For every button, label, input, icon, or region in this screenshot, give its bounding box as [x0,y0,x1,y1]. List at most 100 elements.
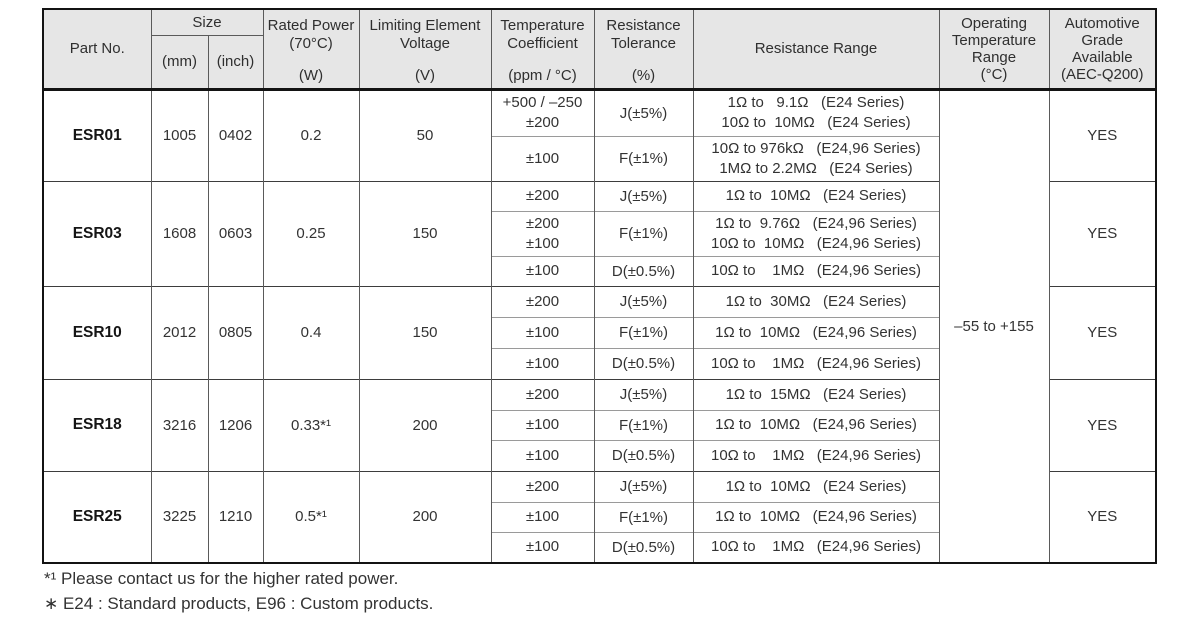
automotive-cell: YES [1048,378,1156,471]
size-mm-cell: 2012 [150,285,208,379]
header-operating-temp: Operating Temperature Range (°C) [938,8,1049,91]
header-size: Size [150,8,263,35]
part-no-cell: ESR03 [42,180,151,286]
size-mm-cell: 3225 [150,470,208,563]
tolerance-cell: J(±5%) [593,378,693,410]
temp-coefficient-cell: ±200 [490,285,594,317]
resistance-range-cell: 1Ω to 10MΩ (E24,96 Series) [692,409,939,440]
spec-row: ±100 F(±1%) 1Ω to 10MΩ (E24,96 Series) [43,409,1156,440]
size-inch-cell: 0805 [207,285,263,379]
size-inch-cell: 1210 [207,470,263,563]
part-no-cell: ESR18 [42,378,151,471]
header-limiting-voltage-title: Limiting Element Voltage [369,16,481,52]
rated-power-cell: 0.33*¹ [262,378,359,471]
header-resistance-tolerance-unit: (%) [631,66,656,84]
voltage-cell: 150 [358,180,491,286]
temp-coefficient-cell: ±100 [490,409,594,440]
tolerance-cell: D(±0.5%) [593,255,693,286]
tolerance-cell: F(±1%) [593,210,693,256]
temp-coefficient-cell: ±200 [490,470,594,502]
part-no-cell: ESR25 [42,470,151,563]
tolerance-cell: D(±0.5%) [593,531,693,563]
resistance-range-cell: 1Ω to 10MΩ (E24 Series) [692,470,939,502]
tolerance-cell: J(±5%) [593,285,693,317]
temp-coefficient-cell: ±200 [490,378,594,410]
header-automotive: Automotive Grade Available (AEC-Q200) [1048,8,1156,91]
header-size-mm: (mm) [150,34,208,91]
size-mm-cell: 3216 [150,378,208,471]
spec-row: ±100 F(±1%) 10Ω to 976kΩ (E24,96 Series)… [43,135,1156,181]
header-temp-coefficient: Temperature Coefficient (ppm / °C) [490,8,594,91]
tolerance-cell: J(±5%) [593,180,693,211]
tolerance-cell: F(±1%) [593,409,693,440]
size-mm-cell: 1005 [150,89,208,181]
header-temp-coefficient-unit: (ppm / °C) [508,66,577,84]
resistance-range-cell: 1Ω to 10MΩ (E24,96 Series) [692,501,939,532]
operating-temp-cell: –55 to +155 [938,89,1049,563]
header-size-inch: (inch) [207,34,263,91]
tolerance-cell: D(±0.5%) [593,439,693,471]
tolerance-cell: F(±1%) [593,135,693,181]
resistance-range-cell: 1Ω to 10MΩ (E24,96 Series) [692,316,939,348]
spec-row: ±200 ±100 F(±1%) 1Ω to 9.76Ω (E24,96 Ser… [43,210,1156,256]
resistance-range-cell: 10Ω to 1MΩ (E24,96 Series) [692,439,939,471]
resistance-range-cell: 10Ω to 1MΩ (E24,96 Series) [692,531,939,563]
spec-row: ±100 F(±1%) 1Ω to 10MΩ (E24,96 Series) [43,316,1156,348]
spec-row: ESR18 3216 1206 0.33*¹ 200 ±200 J(±5%) 1… [42,378,1156,471]
rated-power-cell: 0.4 [262,285,359,379]
automotive-cell: YES [1048,470,1156,563]
temp-coefficient-cell: ±100 [490,135,594,181]
temp-coefficient-cell: ±200 [490,180,594,211]
temp-coefficient-cell: ±100 [490,439,594,471]
rated-power-cell: 0.25 [262,180,359,286]
temp-coefficient-cell: +500 / –250 ±200 [490,89,594,136]
header-limiting-voltage-unit: (V) [415,66,435,84]
spec-row: ±100 D(±0.5%) 10Ω to 1MΩ (E24,96 Series) [43,531,1156,563]
size-inch-cell: 0603 [207,180,263,286]
temp-coefficient-cell: ±100 [490,316,594,348]
resistance-range-cell: 10Ω to 1MΩ (E24,96 Series) [692,255,939,286]
header-rated-power-unit: (W) [298,66,324,84]
footnote-rated-power: *¹ Please contact us for the higher rate… [44,569,399,588]
temp-coefficient-cell: ±100 [490,347,594,379]
part-no-cell: ESR10 [42,285,151,379]
tolerance-cell: J(±5%) [593,89,693,136]
spec-row: ESR25 3225 1210 0.5*¹ 200 ±200 J(±5%) 1Ω… [42,470,1156,563]
spec-row: ±100 D(±0.5%) 10Ω to 1MΩ (E24,96 Series) [43,347,1156,379]
tolerance-cell: J(±5%) [593,470,693,502]
tolerance-cell: D(±0.5%) [593,347,693,379]
size-inch-cell: 0402 [207,89,263,181]
header-rated-power-title: Rated Power (70°C) [267,16,355,52]
voltage-cell: 200 [358,378,491,471]
header-resistance-tolerance: Resistance Tolerance (%) [593,8,693,91]
resistance-range-cell: 1Ω to 9.76Ω (E24,96 Series) 10Ω to 10MΩ … [692,210,939,256]
voltage-cell: 150 [358,285,491,379]
voltage-cell: 200 [358,470,491,563]
tolerance-cell: F(±1%) [593,501,693,532]
resistance-range-cell: 1Ω to 15MΩ (E24 Series) [692,378,939,410]
resistance-range-cell: 1Ω to 30MΩ (E24 Series) [692,285,939,317]
resistance-range-cell: 1Ω to 9.1Ω (E24 Series) 10Ω to 10MΩ (E24… [692,89,939,136]
rated-power-cell: 0.5*¹ [262,470,359,563]
resistance-range-cell: 1Ω to 10MΩ (E24 Series) [692,180,939,211]
table-body: ESR01 1005 0402 0.2 50 +500 / –250 ±200 … [42,89,1156,563]
size-inch-cell: 1206 [207,378,263,471]
spec-row: ESR03 1608 0603 0.25 150 ±200 J(±5%) 1Ω … [42,180,1156,286]
temp-coefficient-cell: ±100 [490,255,594,286]
header-rated-power: Rated Power (70°C) (W) [262,8,359,91]
automotive-cell: YES [1048,180,1156,286]
header-part-no: Part No. [42,8,151,91]
spec-row: ESR10 2012 0805 0.4 150 ±200 J(±5%) 1Ω t… [42,285,1156,379]
tolerance-cell: F(±1%) [593,316,693,348]
spec-row: ESR01 1005 0402 0.2 50 +500 / –250 ±200 … [42,89,1156,563]
resistance-range-cell: 10Ω to 976kΩ (E24,96 Series) 1MΩ to 2.2M… [692,135,939,181]
spec-row: ±100 D(±0.5%) 10Ω to 1MΩ (E24,96 Series) [43,439,1156,471]
automotive-cell: YES [1048,285,1156,379]
rated-power-cell: 0.2 [262,89,359,181]
part-no-cell: ESR01 [42,89,151,181]
table-header: Part No. Size Rated Power (70°C) (W) Lim… [42,8,1156,91]
temp-coefficient-cell: ±200 ±100 [490,210,594,256]
resistor-spec-table: Part No. Size Rated Power (70°C) (W) Lim… [42,8,1157,564]
footnotes: *¹ Please contact us for the higher rate… [44,566,433,616]
